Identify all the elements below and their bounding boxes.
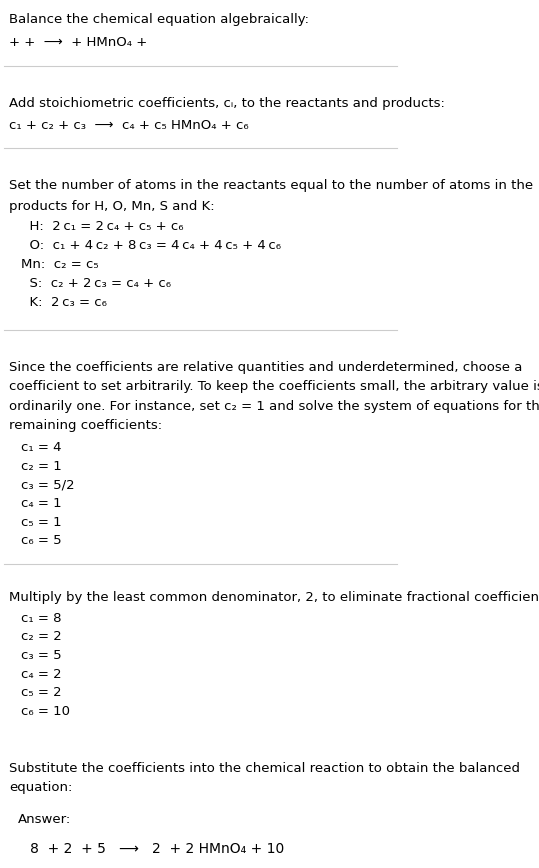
Text: H:  2 c₁ = 2 c₄ + c₅ + c₆: H: 2 c₁ = 2 c₄ + c₅ + c₆: [21, 220, 183, 233]
Text: ordinarily one. For instance, set c₂ = 1 and solve the system of equations for t: ordinarily one. For instance, set c₂ = 1…: [9, 399, 539, 412]
Text: Add stoichiometric coefficients, cᵢ, to the reactants and products:: Add stoichiometric coefficients, cᵢ, to …: [9, 97, 445, 110]
Text: Multiply by the least common denominator, 2, to eliminate fractional coefficient: Multiply by the least common denominator…: [9, 591, 539, 604]
Text: c₂ = 2: c₂ = 2: [21, 630, 61, 643]
Text: equation:: equation:: [9, 781, 72, 794]
Text: c₁ = 4: c₁ = 4: [21, 441, 61, 454]
Text: c₃ = 5: c₃ = 5: [21, 649, 61, 662]
Text: Balance the chemical equation algebraically:: Balance the chemical equation algebraica…: [9, 13, 309, 26]
FancyBboxPatch shape: [5, 801, 210, 868]
Text: c₄ = 1: c₄ = 1: [21, 497, 61, 510]
Text: c₅ = 2: c₅ = 2: [21, 687, 61, 700]
Text: c₂ = 1: c₂ = 1: [21, 460, 61, 473]
Text: + +  ⟶  + HMnO₄ +: + + ⟶ + HMnO₄ +: [9, 36, 147, 49]
Text: c₆ = 10: c₆ = 10: [21, 705, 70, 718]
Text: Answer:: Answer:: [18, 813, 71, 826]
Text: Since the coefficients are relative quantities and underdetermined, choose a: Since the coefficients are relative quan…: [9, 361, 522, 374]
Text: Set the number of atoms in the reactants equal to the number of atoms in the: Set the number of atoms in the reactants…: [9, 180, 533, 193]
Text: Mn:  c₂ = c₅: Mn: c₂ = c₅: [21, 258, 99, 271]
Text: Substitute the coefficients into the chemical reaction to obtain the balanced: Substitute the coefficients into the che…: [9, 762, 520, 775]
Text: O:  c₁ + 4 c₂ + 8 c₃ = 4 c₄ + 4 c₅ + 4 c₆: O: c₁ + 4 c₂ + 8 c₃ = 4 c₄ + 4 c₅ + 4 c₆: [21, 240, 281, 253]
Text: c₆ = 5: c₆ = 5: [21, 534, 61, 547]
Text: coefficient to set arbitrarily. To keep the coefficients small, the arbitrary va: coefficient to set arbitrarily. To keep …: [9, 380, 539, 393]
Text: c₁ + c₂ + c₃  ⟶  c₄ + c₅ HMnO₄ + c₆: c₁ + c₂ + c₃ ⟶ c₄ + c₅ HMnO₄ + c₆: [9, 119, 248, 132]
Text: c₃ = 5/2: c₃ = 5/2: [21, 478, 74, 491]
Text: c₅ = 1: c₅ = 1: [21, 516, 61, 529]
Text: K:  2 c₃ = c₆: K: 2 c₃ = c₆: [21, 296, 107, 309]
Text: S:  c₂ + 2 c₃ = c₄ + c₆: S: c₂ + 2 c₃ = c₄ + c₆: [21, 277, 171, 290]
Text: remaining coefficients:: remaining coefficients:: [9, 419, 162, 432]
Text: products for H, O, Mn, S and K:: products for H, O, Mn, S and K:: [9, 200, 215, 213]
Text: c₁ = 8: c₁ = 8: [21, 612, 61, 625]
Text: 8  + 2  + 5   ⟶   2  + 2 HMnO₄ + 10: 8 + 2 + 5 ⟶ 2 + 2 HMnO₄ + 10: [30, 842, 284, 857]
Text: c₄ = 2: c₄ = 2: [21, 667, 61, 681]
